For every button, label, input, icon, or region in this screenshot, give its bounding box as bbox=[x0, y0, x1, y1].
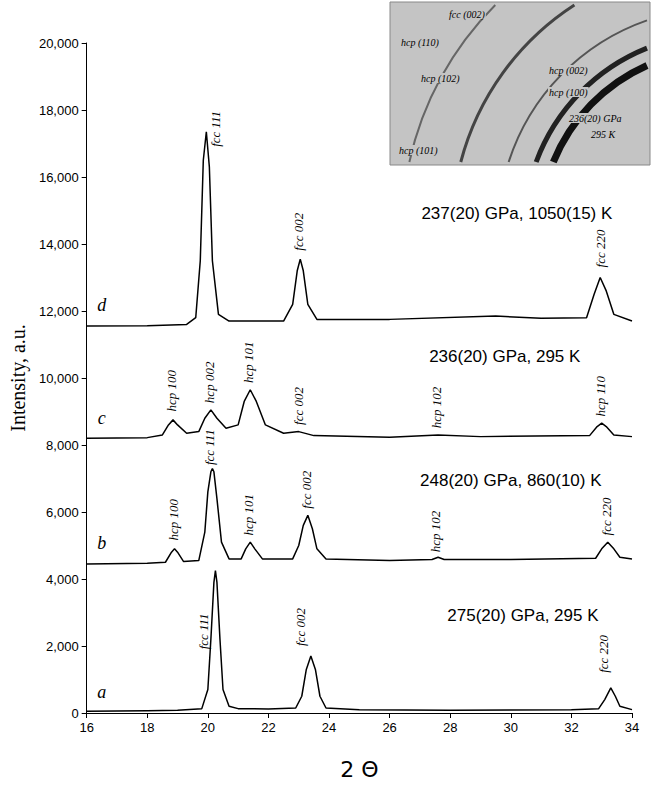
svg-text:22: 22 bbox=[261, 720, 275, 735]
svg-text:248(20) GPa, 860(10) K: 248(20) GPa, 860(10) K bbox=[420, 471, 602, 490]
svg-text:hcp (002): hcp (002) bbox=[549, 65, 588, 77]
svg-text:fcc 111: fcc 111 bbox=[202, 429, 217, 465]
svg-text:20,000: 20,000 bbox=[39, 36, 79, 51]
svg-text:Intensity, a.u.: Intensity, a.u. bbox=[7, 324, 30, 432]
svg-text:fcc 002: fcc 002 bbox=[291, 212, 306, 250]
svg-text:14,000: 14,000 bbox=[39, 237, 79, 252]
svg-text:237(20) GPa, 1050(15) K: 237(20) GPa, 1050(15) K bbox=[421, 204, 613, 223]
svg-text:10,000: 10,000 bbox=[39, 371, 79, 386]
svg-text:hcp 100: hcp 100 bbox=[164, 369, 179, 411]
svg-text:fcc 111: fcc 111 bbox=[196, 613, 211, 649]
svg-text:16,000: 16,000 bbox=[39, 170, 79, 185]
svg-text:295 K: 295 K bbox=[591, 129, 617, 140]
svg-text:fcc 002: fcc 002 bbox=[291, 386, 306, 424]
svg-text:fcc (002): fcc (002) bbox=[449, 9, 485, 21]
svg-text:hcp 102: hcp 102 bbox=[428, 510, 443, 552]
svg-text:32: 32 bbox=[564, 720, 578, 735]
svg-text:fcc 220: fcc 220 bbox=[599, 497, 614, 535]
svg-text:b: b bbox=[97, 533, 106, 553]
svg-text:20: 20 bbox=[201, 720, 215, 735]
svg-text:6,000: 6,000 bbox=[46, 505, 79, 520]
svg-text:275(20) GPa, 295 K: 275(20) GPa, 295 K bbox=[447, 606, 599, 625]
svg-text:fcc 002: fcc 002 bbox=[299, 470, 314, 508]
svg-text:hcp (110): hcp (110) bbox=[401, 37, 440, 49]
svg-text:fcc 002: fcc 002 bbox=[293, 608, 308, 646]
svg-text:8,000: 8,000 bbox=[46, 438, 79, 453]
svg-text:28: 28 bbox=[443, 720, 457, 735]
svg-text:16: 16 bbox=[79, 720, 93, 735]
svg-text:hcp (100): hcp (100) bbox=[549, 87, 588, 99]
svg-text:hcp (102): hcp (102) bbox=[421, 73, 460, 85]
svg-text:0: 0 bbox=[71, 706, 78, 721]
svg-text:24: 24 bbox=[322, 720, 336, 735]
svg-text:hcp 102: hcp 102 bbox=[429, 386, 444, 428]
svg-text:4,000: 4,000 bbox=[46, 572, 79, 587]
svg-text:hcp 101: hcp 101 bbox=[241, 341, 256, 383]
svg-text:hcp (101): hcp (101) bbox=[399, 145, 438, 157]
svg-text:a: a bbox=[97, 682, 106, 702]
svg-text:18,000: 18,000 bbox=[39, 103, 79, 118]
svg-text:12,000: 12,000 bbox=[39, 304, 79, 319]
svg-text:fcc 220: fcc 220 bbox=[596, 634, 611, 672]
svg-text:hcp 101: hcp 101 bbox=[241, 494, 256, 536]
svg-text:18: 18 bbox=[140, 720, 154, 735]
svg-text:fcc 220: fcc 220 bbox=[593, 229, 608, 267]
svg-text:2,000: 2,000 bbox=[46, 639, 79, 654]
svg-text:hcp 100: hcp 100 bbox=[166, 498, 181, 540]
svg-text:c: c bbox=[98, 408, 106, 428]
svg-text:26: 26 bbox=[382, 720, 396, 735]
svg-text:2 Θ: 2 Θ bbox=[340, 757, 378, 782]
svg-text:236(20) GPa, 295 K: 236(20) GPa, 295 K bbox=[429, 347, 581, 366]
svg-text:fcc 111: fcc 111 bbox=[208, 111, 223, 147]
svg-text:hcp 002: hcp 002 bbox=[202, 361, 217, 403]
svg-text:d: d bbox=[97, 295, 107, 315]
svg-text:34: 34 bbox=[625, 720, 639, 735]
svg-text:30: 30 bbox=[504, 720, 518, 735]
svg-text:236(20) GPa: 236(20) GPa bbox=[569, 113, 622, 125]
svg-text:hcp 110: hcp 110 bbox=[593, 375, 608, 416]
